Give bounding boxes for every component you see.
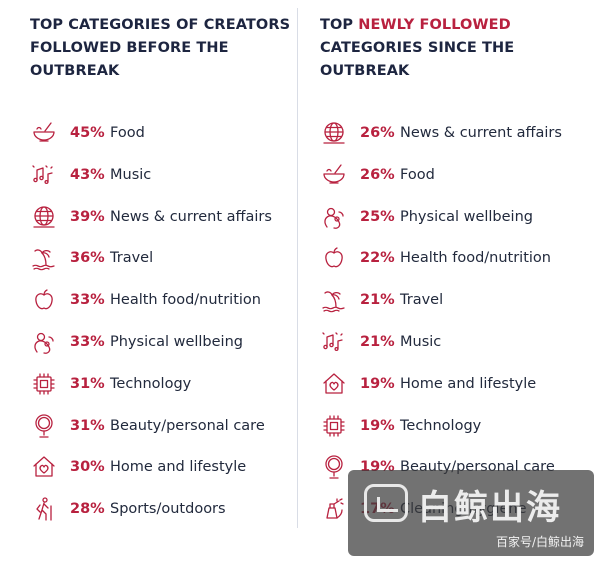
bowl-icon bbox=[30, 119, 58, 147]
before-item-label: Technology bbox=[110, 375, 192, 392]
beach-palm-icon bbox=[320, 286, 348, 314]
since-item-label: Home and lifestyle bbox=[400, 375, 537, 392]
before-item-value: 39% bbox=[70, 208, 105, 225]
before-item-value: 43% bbox=[70, 166, 105, 183]
before-item: 39% News & current affairs bbox=[30, 202, 310, 232]
since-item-label: Travel bbox=[400, 292, 444, 309]
wellbeing-icon bbox=[320, 203, 348, 231]
before-item-label: Beauty/personal care bbox=[110, 417, 265, 434]
right-heading-accent: NEWLY FOLLOWED bbox=[358, 17, 511, 33]
before-item-label: Home and lifestyle bbox=[110, 459, 247, 476]
music-notes-icon bbox=[320, 328, 348, 356]
right-heading-line2: CATEGORIES SINCE THE bbox=[320, 40, 515, 56]
since-item-value: 22% bbox=[360, 250, 395, 267]
since-item-value: 21% bbox=[360, 292, 395, 309]
before-item-label: News & current affairs bbox=[110, 208, 272, 225]
wellbeing-icon bbox=[30, 328, 58, 356]
bowl-icon bbox=[320, 161, 348, 189]
watermark-subtitle: 百家号/白鲸出海 bbox=[495, 535, 584, 549]
before-item: 33% Physical wellbeing bbox=[30, 327, 310, 357]
since-item-value: 19% bbox=[360, 375, 395, 392]
left-heading-line1: TOP CATEGORIES OF CREATORS bbox=[30, 17, 291, 33]
left-heading-line2: FOLLOWED BEFORE THE bbox=[30, 40, 229, 56]
since-item-value: 26% bbox=[360, 125, 395, 141]
since-item: 21% Music bbox=[320, 327, 600, 357]
mirror-icon bbox=[30, 412, 58, 440]
before-item-label: Physical wellbeing bbox=[110, 334, 243, 350]
before-item: 31% Technology bbox=[30, 369, 310, 399]
right-heading-line3: OUTBREAK bbox=[320, 63, 410, 79]
since-item-value: 25% bbox=[360, 208, 395, 225]
before-item-value: 30% bbox=[70, 459, 105, 476]
since-item: 26% News & current affairs bbox=[320, 118, 600, 148]
before-item: 43% Music bbox=[30, 160, 310, 190]
before-item-value: 31% bbox=[70, 417, 105, 434]
since-item: 19% Home and lifestyle bbox=[320, 369, 600, 399]
apple-icon bbox=[30, 286, 58, 314]
before-item-value: 36% bbox=[70, 250, 105, 267]
right-heading-prefix: TOP bbox=[320, 17, 359, 33]
watermark: 白鲸出海 百家号/白鲸出海 bbox=[348, 470, 594, 556]
left-column: TOP CATEGORIES OF CREATORS FOLLOWED BEFO… bbox=[30, 0, 300, 521]
before-item: 33% Health food/nutrition bbox=[30, 285, 310, 315]
since-item: 21% Travel bbox=[320, 285, 600, 315]
watermark-logo-icon bbox=[364, 484, 408, 522]
since-item: 25% Physical wellbeing bbox=[320, 202, 600, 232]
right-heading: TOP NEWLY FOLLOWED CATEGORIES SINCE THE … bbox=[320, 14, 590, 83]
before-item-value: 45% bbox=[70, 125, 105, 141]
since-item-label: Health food/nutrition bbox=[400, 250, 551, 267]
globe-icon bbox=[30, 203, 58, 231]
before-item: 45% Food bbox=[30, 118, 310, 148]
since-item-label: Physical wellbeing bbox=[400, 208, 533, 225]
beach-palm-icon bbox=[30, 244, 58, 272]
since-item-label: News & current affairs bbox=[400, 125, 562, 141]
chip-icon bbox=[30, 370, 58, 398]
since-item-value: 19% bbox=[360, 417, 395, 434]
right-heading-line1: TOP NEWLY FOLLOWED bbox=[320, 14, 590, 37]
before-item-label: Health food/nutrition bbox=[110, 292, 261, 309]
since-item-label: Food bbox=[400, 166, 435, 183]
since-item-label: Technology bbox=[400, 417, 482, 434]
before-item: 36% Travel bbox=[30, 243, 310, 273]
left-heading: TOP CATEGORIES OF CREATORS FOLLOWED BEFO… bbox=[30, 14, 300, 83]
before-item-label: Music bbox=[110, 166, 152, 183]
before-item: 31% Beauty/personal care bbox=[30, 411, 310, 441]
left-heading-line3: OUTBREAK bbox=[30, 63, 120, 79]
since-item: 19% Technology bbox=[320, 411, 600, 441]
before-item: 28% Sports/outdoors bbox=[30, 494, 310, 524]
since-item: 22% Health food/nutrition bbox=[320, 243, 600, 273]
spray-glove-icon bbox=[320, 495, 348, 523]
before-item-label: Sports/outdoors bbox=[110, 501, 226, 518]
before-item-value: 33% bbox=[70, 334, 105, 350]
right-column: TOP NEWLY FOLLOWED CATEGORIES SINCE THE … bbox=[320, 0, 590, 519]
globe-icon bbox=[320, 119, 348, 147]
music-notes-icon bbox=[30, 161, 58, 189]
watermark-title: 白鲸出海 bbox=[418, 488, 562, 528]
since-item: 26% Food bbox=[320, 160, 600, 190]
before-item-value: 31% bbox=[70, 375, 105, 392]
before-item-value: 28% bbox=[70, 501, 105, 518]
before-item: 30% Home and lifestyle bbox=[30, 452, 310, 482]
before-item-label: Food bbox=[110, 125, 145, 141]
since-item-label: Music bbox=[400, 334, 442, 350]
apple-icon bbox=[320, 244, 348, 272]
before-item-value: 33% bbox=[70, 292, 105, 309]
column-divider bbox=[297, 8, 298, 528]
mirror-icon bbox=[320, 453, 348, 481]
home-heart-icon bbox=[320, 370, 348, 398]
home-heart-icon bbox=[30, 453, 58, 481]
before-item-label: Travel bbox=[110, 250, 154, 267]
since-item-value: 26% bbox=[360, 166, 395, 183]
hiker-icon bbox=[30, 495, 58, 523]
since-item-value: 21% bbox=[360, 334, 395, 350]
chip-icon bbox=[320, 412, 348, 440]
